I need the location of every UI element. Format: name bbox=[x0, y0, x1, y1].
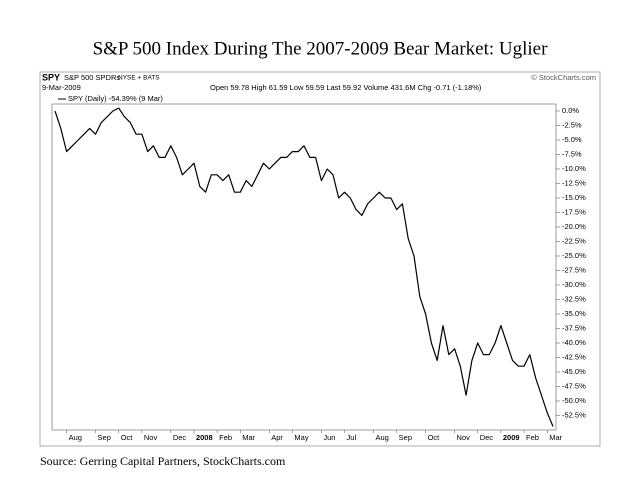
y-tick-label: -40.0% bbox=[562, 338, 586, 347]
y-tick-label: -10.0% bbox=[562, 164, 586, 173]
x-tick-label: Oct bbox=[121, 433, 134, 442]
x-tick-label: Dec bbox=[480, 433, 494, 442]
x-tick-label: Dec bbox=[173, 433, 187, 442]
x-tick-label: Sep bbox=[98, 433, 111, 442]
security-name: S&P 500 SPDRs bbox=[64, 73, 120, 82]
y-tick-label: -42.5% bbox=[562, 352, 586, 361]
exchange: NYSE + BATS bbox=[118, 75, 160, 82]
y-tick-label: -5.0% bbox=[562, 135, 582, 144]
y-tick-label: -30.0% bbox=[562, 280, 586, 289]
symbol: SPY bbox=[42, 72, 60, 82]
date: 9-Mar-2009 bbox=[42, 83, 81, 92]
x-tick-label: Aug bbox=[69, 433, 82, 442]
y-tick-label: -12.5% bbox=[562, 178, 586, 187]
x-tick-label: Jul bbox=[347, 433, 357, 442]
x-tick-label: Feb bbox=[219, 433, 232, 442]
credit: © StockCharts.com bbox=[531, 73, 596, 82]
x-tick-label: 2009 bbox=[503, 433, 520, 442]
y-tick-label: -22.5% bbox=[562, 236, 586, 245]
y-tick-label: 0.0% bbox=[562, 106, 579, 115]
y-tick-label: -45.0% bbox=[562, 367, 586, 376]
y-tick-label: -7.5% bbox=[562, 149, 582, 158]
x-tick-label: Aug bbox=[375, 433, 388, 442]
y-tick-label: -47.5% bbox=[562, 381, 586, 390]
x-tick-label: 2008 bbox=[196, 433, 213, 442]
price-line bbox=[54, 107, 554, 427]
y-tick-label: -25.0% bbox=[562, 251, 586, 260]
x-tick-label: May bbox=[294, 433, 308, 442]
y-tick-label: -32.5% bbox=[562, 294, 586, 303]
plot-area bbox=[51, 103, 557, 431]
chart-frame bbox=[39, 71, 601, 447]
source: Source: Gerring Capital Partners, StockC… bbox=[40, 454, 286, 468]
x-tick-label: Mar bbox=[549, 433, 562, 442]
chart-title: S&P 500 Index During The 2007-2009 Bear … bbox=[93, 38, 549, 59]
y-tick-label: -17.5% bbox=[562, 207, 586, 216]
x-tick-label: Oct bbox=[428, 433, 441, 442]
y-tick-label: -15.0% bbox=[562, 193, 586, 202]
x-tick-label: Sep bbox=[399, 433, 412, 442]
legend-label: SPY (Daily) -54.39% (9 Mar) bbox=[68, 94, 163, 103]
x-tick-label: Jun bbox=[323, 433, 335, 442]
x-tick-label: Nov bbox=[457, 433, 471, 442]
y-tick-label: -27.5% bbox=[562, 265, 586, 274]
x-tick-label: Feb bbox=[526, 433, 539, 442]
y-tick-label: -2.5% bbox=[562, 120, 582, 129]
y-tick-label: -37.5% bbox=[562, 323, 586, 332]
x-tick-label: Apr bbox=[271, 433, 283, 442]
x-tick-label: Nov bbox=[144, 433, 158, 442]
y-tick-label: -52.5% bbox=[562, 410, 586, 419]
y-tick-label: -50.0% bbox=[562, 396, 586, 405]
x-tick-label: Mar bbox=[242, 433, 255, 442]
quote: Open 59.78 High 61.59 Low 59.59 Last 59.… bbox=[210, 83, 482, 92]
y-tick-label: -20.0% bbox=[562, 222, 586, 231]
y-tick-label: -35.0% bbox=[562, 309, 586, 318]
